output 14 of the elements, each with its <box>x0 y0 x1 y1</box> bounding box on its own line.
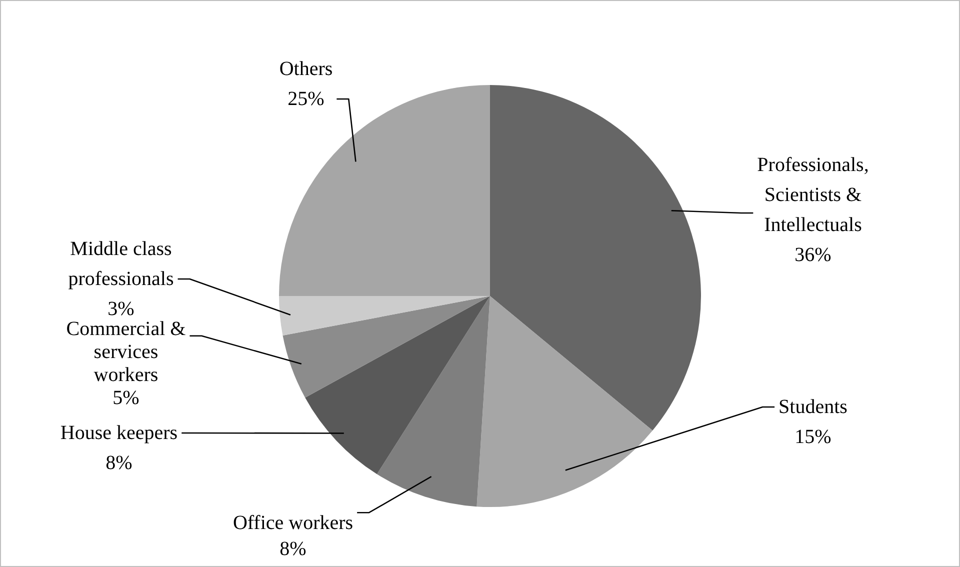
data-label: 25% <box>288 88 324 110</box>
slice-label: House keepers <box>60 422 178 444</box>
slice-label: Commercial & services workers <box>66 318 186 386</box>
slice-label: Others <box>279 58 333 80</box>
data-label: 15% <box>794 426 832 448</box>
data-label: 8% <box>106 452 132 474</box>
data-label: 3% <box>108 298 134 320</box>
slice-label: Office workers <box>232 512 354 534</box>
data-label: 36% <box>794 244 832 266</box>
data-label: 8% <box>280 538 306 560</box>
slice-label: Professionals, Scientists & Intellectuals <box>757 154 869 236</box>
slice-label: Middle class professionals <box>68 238 174 290</box>
slice-label: Students <box>778 396 848 418</box>
data-label: 5% <box>112 387 140 409</box>
